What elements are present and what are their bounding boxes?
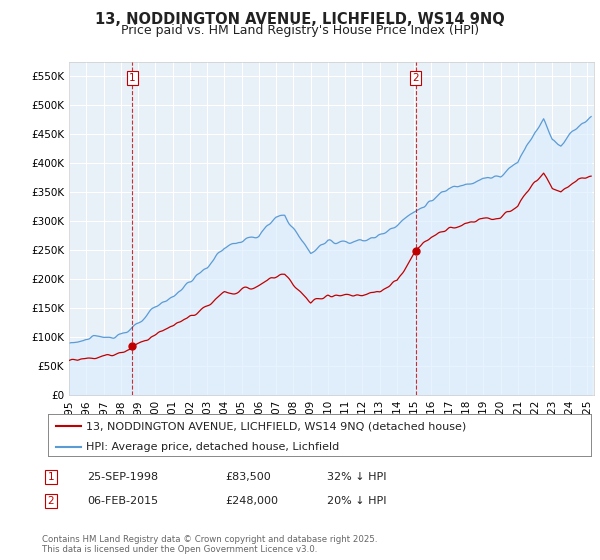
Text: Price paid vs. HM Land Registry's House Price Index (HPI): Price paid vs. HM Land Registry's House … xyxy=(121,24,479,37)
Text: £248,000: £248,000 xyxy=(225,496,278,506)
Text: 06-FEB-2015: 06-FEB-2015 xyxy=(87,496,158,506)
Text: 2: 2 xyxy=(47,496,55,506)
Text: 25-SEP-1998: 25-SEP-1998 xyxy=(87,472,158,482)
Text: 20% ↓ HPI: 20% ↓ HPI xyxy=(327,496,386,506)
Text: 2: 2 xyxy=(412,73,419,83)
Text: 32% ↓ HPI: 32% ↓ HPI xyxy=(327,472,386,482)
Text: HPI: Average price, detached house, Lichfield: HPI: Average price, detached house, Lich… xyxy=(86,442,339,452)
Text: 13, NODDINGTON AVENUE, LICHFIELD, WS14 9NQ (detached house): 13, NODDINGTON AVENUE, LICHFIELD, WS14 9… xyxy=(86,421,466,431)
Text: 1: 1 xyxy=(47,472,55,482)
Text: Contains HM Land Registry data © Crown copyright and database right 2025.
This d: Contains HM Land Registry data © Crown c… xyxy=(42,535,377,554)
Text: £83,500: £83,500 xyxy=(225,472,271,482)
Text: 13, NODDINGTON AVENUE, LICHFIELD, WS14 9NQ: 13, NODDINGTON AVENUE, LICHFIELD, WS14 9… xyxy=(95,12,505,27)
Text: 1: 1 xyxy=(129,73,136,83)
